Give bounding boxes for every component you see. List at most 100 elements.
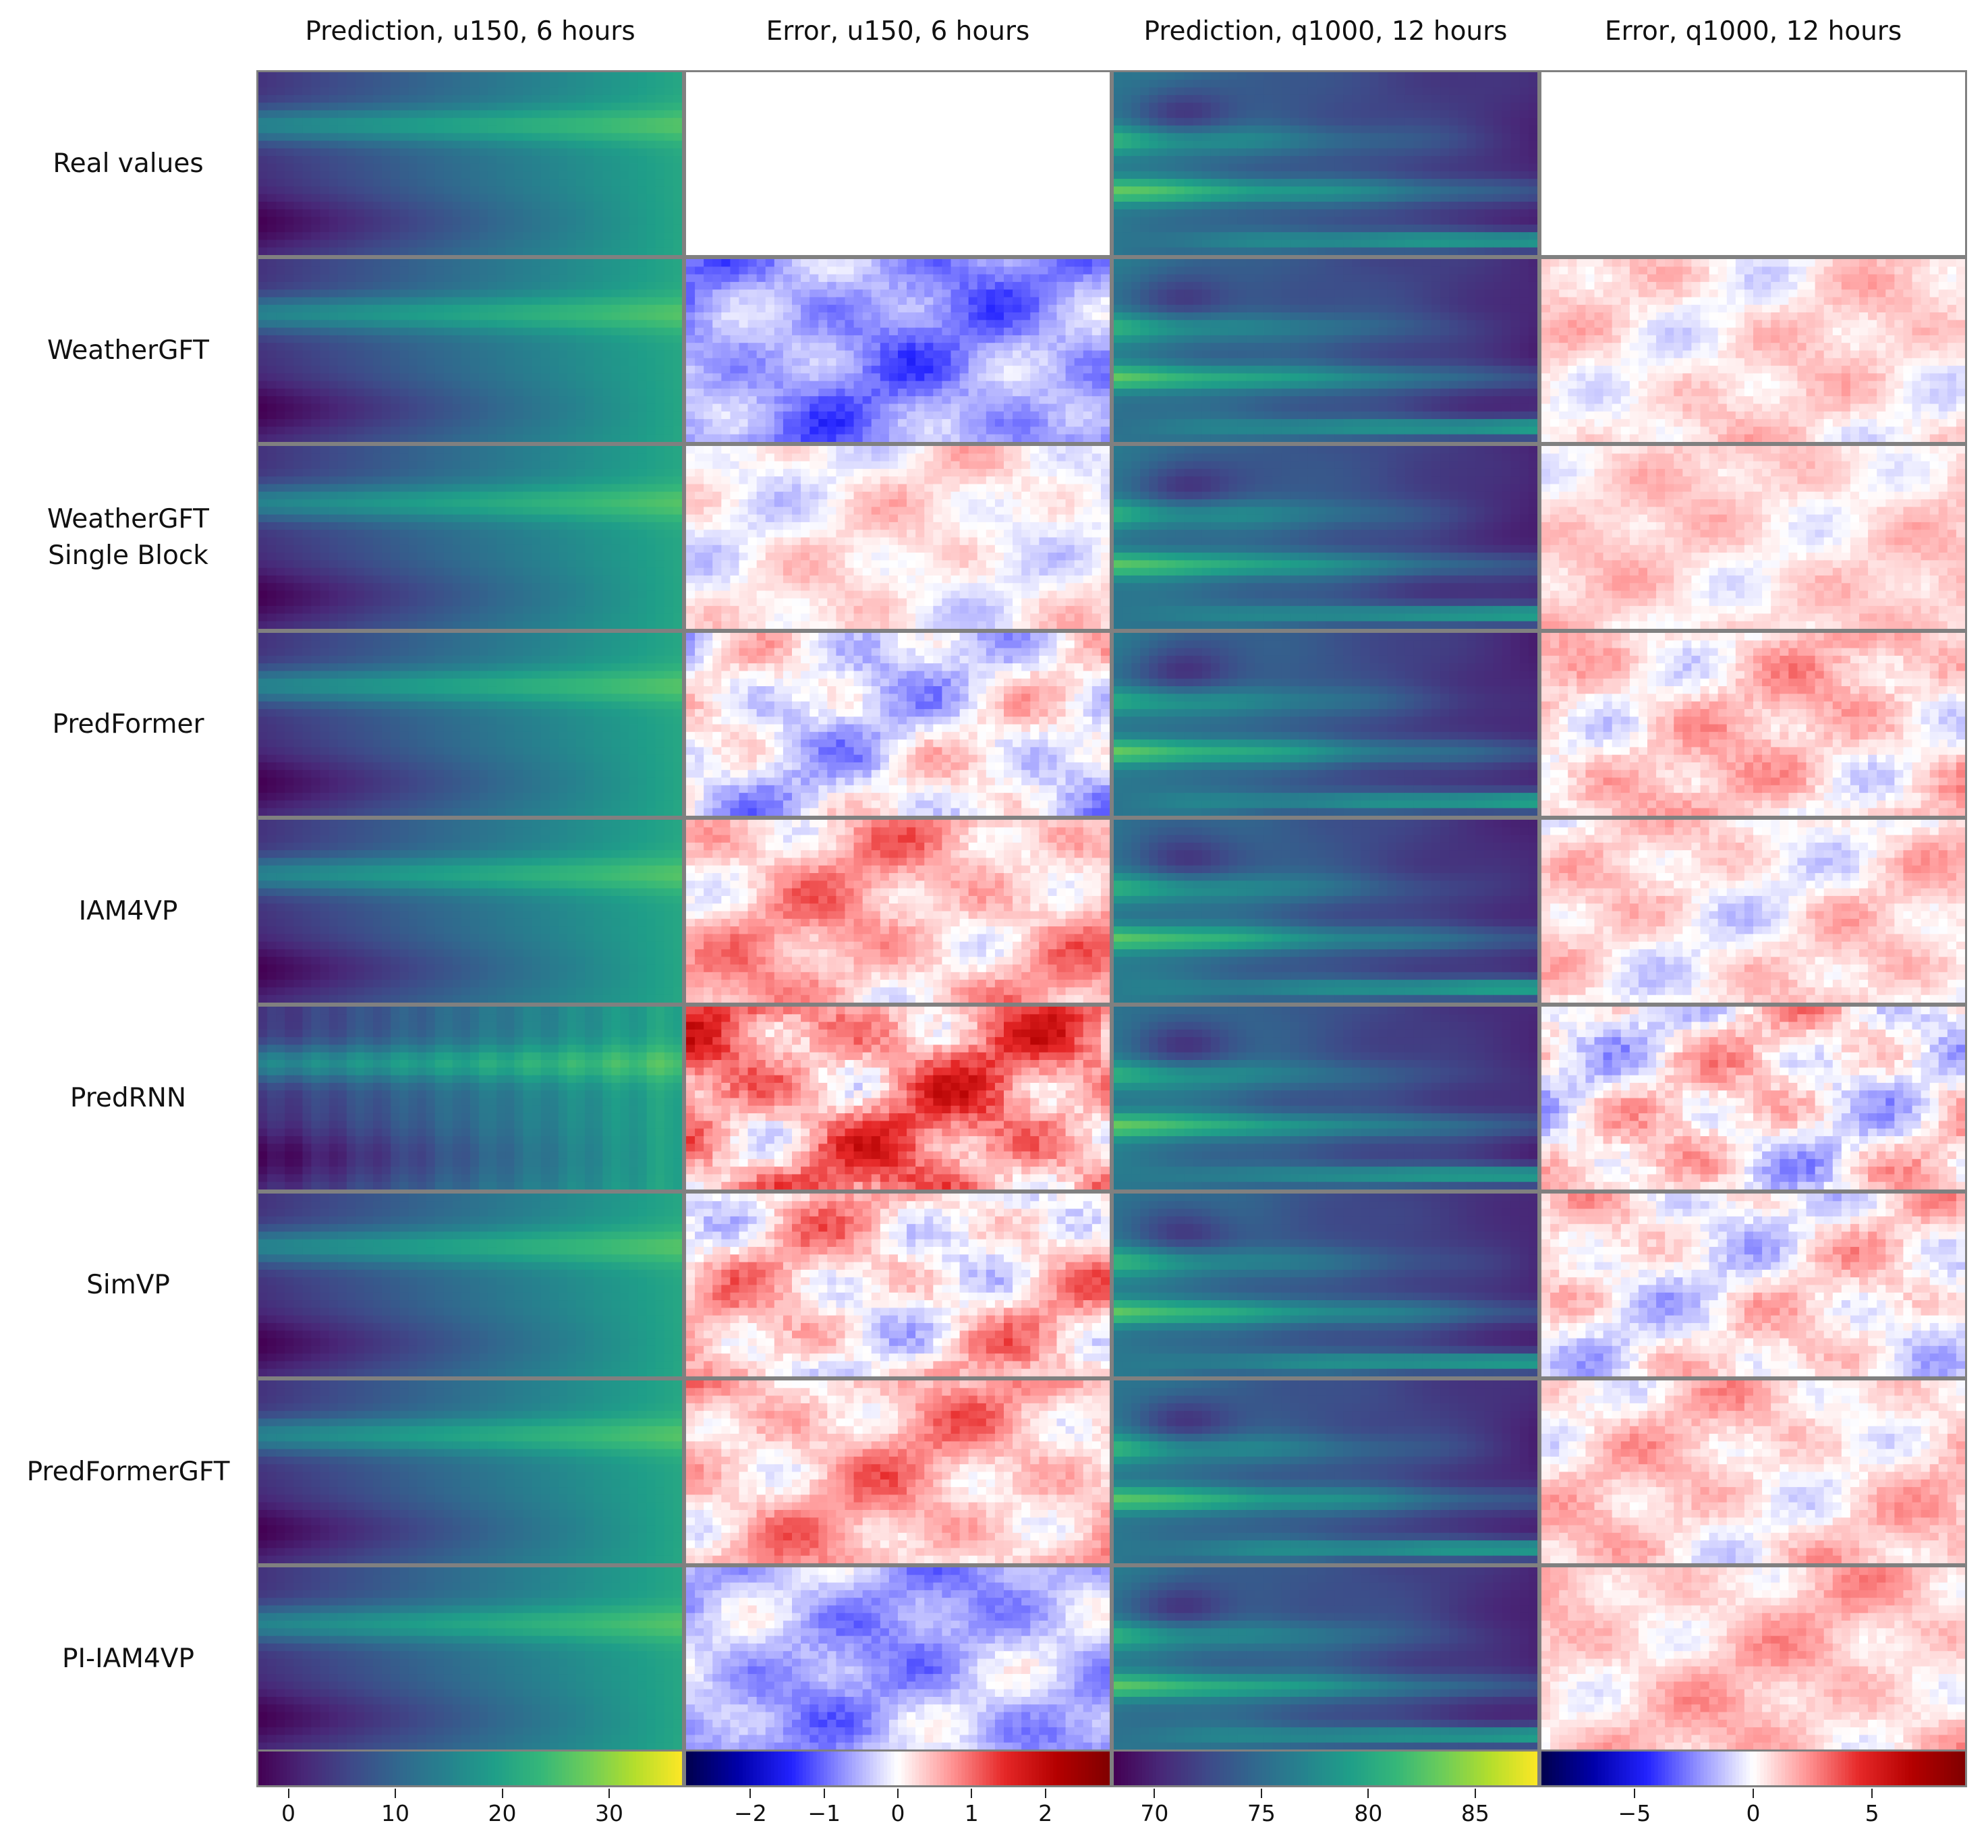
heatmap-cell [818, 388, 828, 397]
heatmap-cell [1316, 240, 1326, 248]
heatmap-cell [1467, 179, 1477, 187]
heatmap-cell [567, 179, 577, 187]
heatmap-cell [373, 343, 382, 352]
heatmap-cell [880, 267, 890, 275]
heatmap-cell [1404, 232, 1415, 241]
heatmap-cell [602, 343, 612, 352]
heatmap-cell [968, 281, 978, 290]
heatmap-cell [320, 327, 330, 336]
heatmap-cell [1299, 312, 1309, 320]
heatmap-cell [576, 179, 586, 187]
heatmap-cell [942, 426, 952, 435]
heatmap-cell [585, 358, 594, 366]
heatmap-cell [747, 320, 758, 329]
heatmap-cell [576, 80, 586, 88]
heatmap-cell [373, 156, 382, 165]
heatmap-cell [311, 259, 321, 267]
heatmap-cell [1493, 274, 1503, 283]
heatmap-cell [1299, 140, 1309, 149]
heatmap-cell [391, 274, 400, 283]
heatmap-cell [337, 72, 347, 80]
heatmap-cell [364, 125, 374, 134]
heatmap-cell [1021, 297, 1031, 306]
heatmap-cell [285, 396, 294, 405]
heatmap-cell [523, 72, 533, 80]
heatmap-cell [801, 327, 810, 336]
heatmap-cell [673, 381, 682, 389]
heatmap-cell [1100, 304, 1110, 313]
heatmap-cell [695, 411, 704, 420]
heatmap-cell [986, 411, 996, 420]
heatmap-cell [783, 396, 793, 405]
heatmap-cell [1502, 163, 1512, 172]
heatmap-cell [1056, 426, 1067, 435]
heatmap-cell [774, 335, 784, 343]
heatmap-cell [853, 373, 863, 382]
heatmap-cell [1334, 297, 1344, 306]
heatmap-cell [845, 411, 855, 420]
heatmap-cell [567, 320, 577, 329]
heatmap-cell [1021, 335, 1031, 343]
heatmap-cell [1131, 240, 1141, 248]
heatmap-cell [1193, 217, 1203, 225]
heatmap-cell [646, 366, 656, 374]
heatmap-cell [1074, 411, 1084, 420]
heatmap-cell [373, 179, 382, 187]
heatmap-cell [655, 110, 665, 119]
heatmap-cell [977, 373, 987, 382]
heatmap-cell [337, 327, 347, 336]
heatmap-cell [329, 240, 339, 248]
heatmap-cell [1387, 247, 1397, 255]
heatmap-cell [1083, 259, 1093, 267]
heatmap-cell [888, 274, 899, 283]
heatmap-cell [426, 373, 436, 382]
heatmap-cell [1334, 240, 1344, 248]
heatmap-cell [258, 163, 268, 172]
heatmap-cell [443, 297, 453, 306]
heatmap-cell [364, 274, 374, 283]
heatmap-cell [1396, 186, 1406, 195]
heatmap-cell [567, 388, 577, 397]
heatmap-cell [1484, 281, 1494, 290]
heatmap-cell [443, 232, 453, 241]
heatmap-cell [1396, 133, 1406, 142]
heatmap-cell [1316, 194, 1326, 202]
heatmap-cell [1158, 217, 1168, 225]
heatmap-cell [1422, 281, 1432, 290]
heatmap-cell [1263, 209, 1274, 218]
heatmap-cell [888, 281, 899, 290]
heatmap-cell [942, 419, 952, 428]
heatmap-cell [664, 103, 674, 111]
heatmap-cell [346, 117, 356, 126]
heatmap-cell [320, 232, 330, 241]
heatmap-cell [443, 366, 453, 374]
heatmap-cell [1352, 117, 1361, 126]
heatmap-cell [1440, 217, 1450, 225]
heatmap-cell [302, 232, 312, 241]
heatmap-cell [629, 419, 639, 428]
heatmap-cell [1272, 72, 1282, 80]
heatmap-cell [320, 133, 330, 142]
heatmap-cell [505, 87, 515, 96]
heatmap-cell [408, 396, 418, 405]
heatmap-cell [408, 217, 418, 225]
heatmap-cell [549, 426, 559, 435]
heatmap-cell [285, 327, 294, 336]
heatmap-cell [488, 186, 497, 195]
heatmap-cell [391, 297, 400, 306]
heatmap-cell [1431, 297, 1441, 306]
heatmap-cell [391, 179, 400, 187]
heatmap-cell [721, 411, 731, 420]
heatmap-cell [629, 171, 639, 179]
heatmap-cell [1343, 224, 1353, 233]
heatmap-cell [756, 274, 766, 283]
heatmap-cell [302, 224, 312, 233]
heatmap-cell [434, 194, 445, 202]
heatmap-cell [382, 327, 391, 336]
heatmap-cell [977, 434, 987, 442]
heatmap-cell [783, 304, 793, 313]
heatmap-cell [258, 396, 268, 405]
heatmap-cell [391, 163, 400, 172]
heatmap-cell [880, 426, 890, 435]
heatmap-cell [1166, 94, 1176, 103]
